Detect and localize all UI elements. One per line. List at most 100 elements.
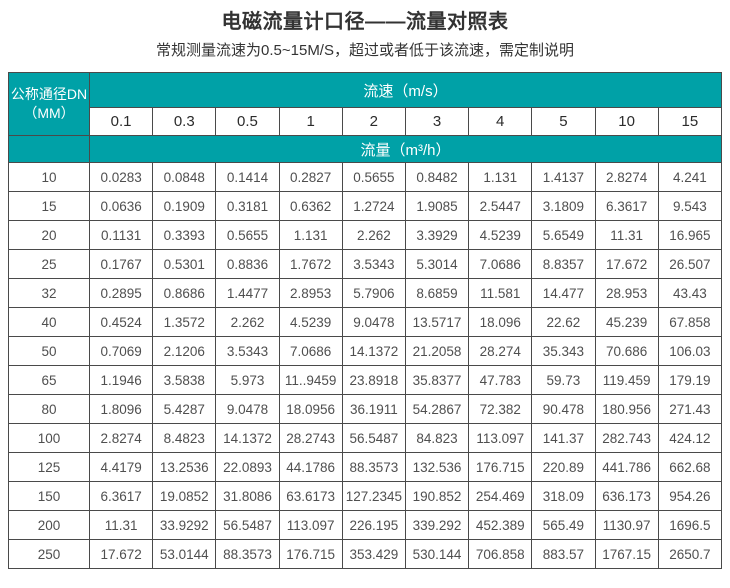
flow-value-cell: 1130.97	[594, 510, 659, 540]
flow-value-cell: 9.0478	[215, 394, 280, 424]
flow-value-cell: 1696.5	[657, 510, 723, 540]
velocity-values-row: 0.1 0.3 0.5 1 2 3 4 5 10 15	[9, 107, 723, 136]
flow-value-cell: 2.8953	[278, 278, 343, 308]
flow-value-cell: 9.543	[657, 191, 723, 221]
flow-value-cell: 1.131	[468, 162, 533, 192]
flow-value-cell: 22.62	[531, 307, 596, 337]
flow-value-cell: 35.8377	[404, 365, 470, 395]
flow-value-cell: 1.4477	[215, 278, 280, 308]
flow-value-cell: 6.3617	[88, 481, 154, 511]
dn-cell: 32	[8, 278, 90, 308]
flow-value-cell: 254.469	[468, 481, 533, 511]
flow-header-row: 流量（m³/h）	[8, 135, 722, 163]
flow-value-cell: 318.09	[531, 481, 596, 511]
flow-value-cell: 1.8096	[88, 394, 154, 424]
flow-value-cell: 4.241	[657, 162, 723, 192]
flow-value-cell: 2.262	[341, 220, 406, 250]
flow-value-cell: 1767.15	[594, 539, 659, 569]
flow-value-cell: 70.686	[594, 336, 659, 366]
flow-value-cell: 883.57	[531, 539, 596, 569]
velocity-header-cell: 3	[404, 107, 470, 136]
flow-value-cell: 0.5655	[215, 220, 280, 250]
flow-value-cell: 113.097	[468, 423, 533, 453]
flow-value-cell: 0.5301	[152, 249, 217, 279]
flow-value-cell: 3.5343	[341, 249, 406, 279]
corner-header-line2: （MM）	[23, 105, 75, 121]
flow-value-cell: 0.1767	[88, 249, 154, 279]
flow-value-cell: 353.429	[341, 539, 406, 569]
flow-value-cell: 35.343	[531, 336, 596, 366]
flow-value-cell: 9.0478	[341, 307, 406, 337]
flow-value-cell: 1.3572	[152, 307, 217, 337]
flow-value-cell: 226.195	[341, 510, 406, 540]
flow-value-cell: 31.8086	[215, 481, 280, 511]
flow-comparison-table: 公称通径DN （MM） 流速（m/s） 0.1 0.3 0.5 1 2 3 4 5 10 15 流…	[8, 72, 723, 569]
flow-value-cell: 176.715	[278, 539, 343, 569]
flow-value-cell: 2.8274	[594, 162, 659, 192]
flow-group-header: 流量（m³/h）	[89, 135, 722, 163]
flow-value-cell: 47.783	[468, 365, 533, 395]
flow-value-cell: 106.03	[657, 336, 723, 366]
flow-value-cell: 5.973	[215, 365, 280, 395]
flow-value-cell: 2.5447	[468, 191, 533, 221]
flow-value-cell: 7.0686	[278, 336, 343, 366]
dn-cell: 40	[8, 307, 90, 337]
flow-value-cell: 17.672	[594, 249, 659, 279]
velocity-header-cell: 0.1	[88, 107, 154, 136]
flow-value-cell: 72.382	[468, 394, 533, 424]
flow-value-cell: 282.743	[594, 423, 659, 453]
flow-value-cell: 13.2536	[152, 452, 217, 482]
flow-value-cell: 88.3573	[341, 452, 406, 482]
table-row: 200 11.31 33.9292 56.5487 113.097 226.195 339.…	[8, 510, 723, 540]
corner-header-line1: 公称通径DN	[10, 86, 88, 102]
table-row: 32 0.2895 0.8686 1.4477 2.8953 5.7906 8.6859 11…	[8, 278, 723, 308]
flow-value-cell: 1.9085	[404, 191, 470, 221]
flow-value-cell: 59.73	[531, 365, 596, 395]
table-row: 25 0.1767 0.5301 0.8836 1.7672 3.5343 5.3014 7.…	[8, 249, 723, 279]
flow-value-cell: 11.31	[594, 220, 659, 250]
flow-value-cell: 636.173	[594, 481, 659, 511]
flow-value-cell: 180.956	[594, 394, 659, 424]
flow-value-cell: 28.953	[594, 278, 659, 308]
flow-value-cell: 11.31	[88, 510, 154, 540]
flow-value-cell: 67.858	[657, 307, 723, 337]
flow-value-cell: 0.3393	[152, 220, 217, 250]
flow-value-cell: 36.1911	[341, 394, 406, 424]
flow-value-cell: 2.262	[215, 307, 280, 337]
table-row: 65 1.1946 3.5838 5.973 11..9459 23.8918 35.837…	[8, 365, 723, 395]
flow-value-cell: 339.292	[404, 510, 470, 540]
dn-cell: 50	[8, 336, 90, 366]
velocity-header-cell: 1	[278, 107, 343, 136]
flow-value-cell: 3.3929	[404, 220, 470, 250]
table-row: 250 17.672 53.0144 88.3573 176.715 353.429 530…	[8, 539, 723, 569]
table-header: 公称通径DN （MM） 流速（m/s） 0.1 0.3 0.5 1 2 3 4 5 10 15 流…	[8, 72, 723, 163]
flow-value-cell: 1.4137	[531, 162, 596, 192]
flow-value-cell: 19.0852	[152, 481, 217, 511]
flow-value-cell: 0.6362	[278, 191, 343, 221]
flow-value-cell: 5.6549	[531, 220, 596, 250]
flow-value-cell: 452.389	[468, 510, 533, 540]
flow-value-cell: 90.478	[531, 394, 596, 424]
table-row: 125 4.4179 13.2536 22.0893 44.1786 88.3573 132…	[8, 452, 723, 482]
flow-value-cell: 5.4287	[152, 394, 217, 424]
flow-value-cell: 565.49	[531, 510, 596, 540]
dn-cell: 10	[8, 162, 90, 192]
dn-cell: 65	[8, 365, 90, 395]
flow-value-cell: 4.5239	[468, 220, 533, 250]
flow-value-cell: 127.2345	[341, 481, 406, 511]
dn-cell: 200	[8, 510, 90, 540]
flow-value-cell: 0.8686	[152, 278, 217, 308]
flow-value-cell: 11.581	[468, 278, 533, 308]
flow-value-cell: 63.6173	[278, 481, 343, 511]
flow-value-cell: 84.823	[404, 423, 470, 453]
flow-value-cell: 0.5655	[341, 162, 406, 192]
flow-value-cell: 1.2724	[341, 191, 406, 221]
flow-value-cell: 8.6859	[404, 278, 470, 308]
flow-value-cell: 706.858	[468, 539, 533, 569]
flow-value-cell: 2.1206	[152, 336, 217, 366]
flow-value-cell: 176.715	[468, 452, 533, 482]
flow-value-cell: 14.477	[531, 278, 596, 308]
dn-cell: 80	[8, 394, 90, 424]
flow-value-cell: 18.0956	[278, 394, 343, 424]
flow-value-cell: 13.5717	[404, 307, 470, 337]
